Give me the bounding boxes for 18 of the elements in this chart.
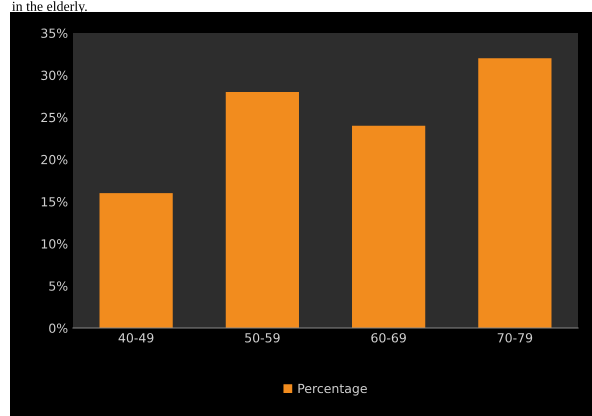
legend-label: Percentage bbox=[298, 384, 367, 396]
y-tick-label: 15% bbox=[42, 197, 68, 206]
bar bbox=[226, 92, 299, 328]
bar bbox=[100, 193, 173, 328]
x-tick-label: 70-79 bbox=[498, 333, 532, 343]
x-tick-label: 40-49 bbox=[118, 333, 154, 343]
x-tick-label: 60-69 bbox=[371, 333, 406, 343]
y-tick-label: 5% bbox=[49, 281, 68, 291]
bar bbox=[352, 126, 426, 328]
y-tick-label: 35% bbox=[41, 28, 68, 38]
y-tick-label: 0% bbox=[49, 323, 68, 333]
y-tick-label: 30% bbox=[41, 70, 68, 80]
bar bbox=[478, 58, 552, 328]
y-tick-label: 25% bbox=[41, 112, 68, 122]
x-tick-label: 50-59 bbox=[245, 333, 280, 343]
y-tick-label: 20% bbox=[41, 154, 68, 164]
text: in the elderly. bbox=[12, 1, 87, 14]
y-tick-label: 10% bbox=[42, 239, 68, 249]
